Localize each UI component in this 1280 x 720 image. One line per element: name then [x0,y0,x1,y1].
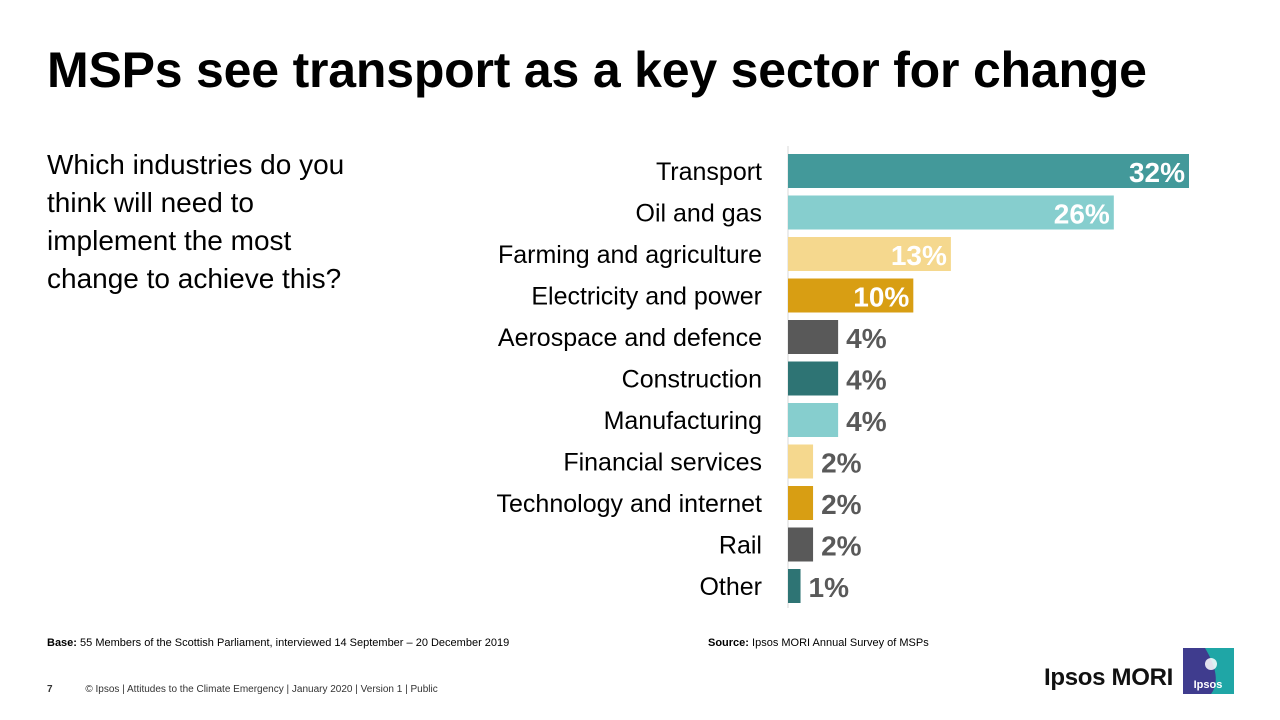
category-label: Oil and gas [636,200,762,228]
category-label: Financial services [563,449,762,477]
bar [788,237,951,271]
value-label: 13% [891,240,947,271]
category-label: Technology and internet [497,490,763,518]
category-label: Other [699,573,762,601]
footer-text: © Ipsos | Attitudes to the Climate Emerg… [85,684,438,695]
value-label: 10% [853,282,909,313]
base-text: 55 Members of the Scottish Parliament, i… [80,637,510,649]
bar [788,486,814,520]
footer: 7 © Ipsos | Attitudes to the Climate Eme… [47,684,438,695]
source-label: Source: [708,637,749,649]
bar-chart: Transport 32% Oil and gas 26% Farming and ag… [497,146,1189,608]
logo-text: Ipsos [1194,679,1223,691]
base-note: Base: 55 Members of the Scottish Parliam… [47,637,509,649]
category-label: Rail [719,532,762,560]
value-label: 32% [1129,157,1185,188]
source-text: Ipsos MORI Annual Survey of MSPs [752,637,929,649]
page-title: MSPs see transport as a key sector for c… [47,42,1147,98]
category-label: Farming and agriculture [498,241,762,269]
page-number: 7 [47,684,53,695]
bar [788,444,814,479]
ipsos-logo: Ipsos [1183,648,1234,694]
source-note: Source: Ipsos MORI Annual Survey of MSPs [708,637,929,649]
bar [788,361,839,396]
bar [788,569,801,603]
category-label: Electricity and power [531,283,762,311]
category-label: Transport [656,158,762,186]
category-label: Aerospace and defence [498,324,762,352]
value-label: 2% [821,531,862,562]
brand-wordmark: Ipsos MORI [1044,664,1174,691]
bar [788,195,1114,230]
base-label: Base: [47,637,77,649]
category-label: Construction [622,366,762,394]
value-label: 1% [809,572,850,603]
bar [788,278,914,313]
category-label: Manufacturing [604,407,762,435]
value-label: 2% [821,448,862,479]
value-label: 4% [846,406,887,437]
value-label: 4% [846,365,887,396]
bar [788,403,839,437]
survey-question: Which industries do you think will need … [47,149,345,294]
bar [788,320,839,354]
bar [788,527,814,562]
value-label: 2% [821,489,862,520]
value-label: 4% [846,323,887,354]
bar [788,154,1189,188]
value-label: 26% [1054,199,1110,230]
